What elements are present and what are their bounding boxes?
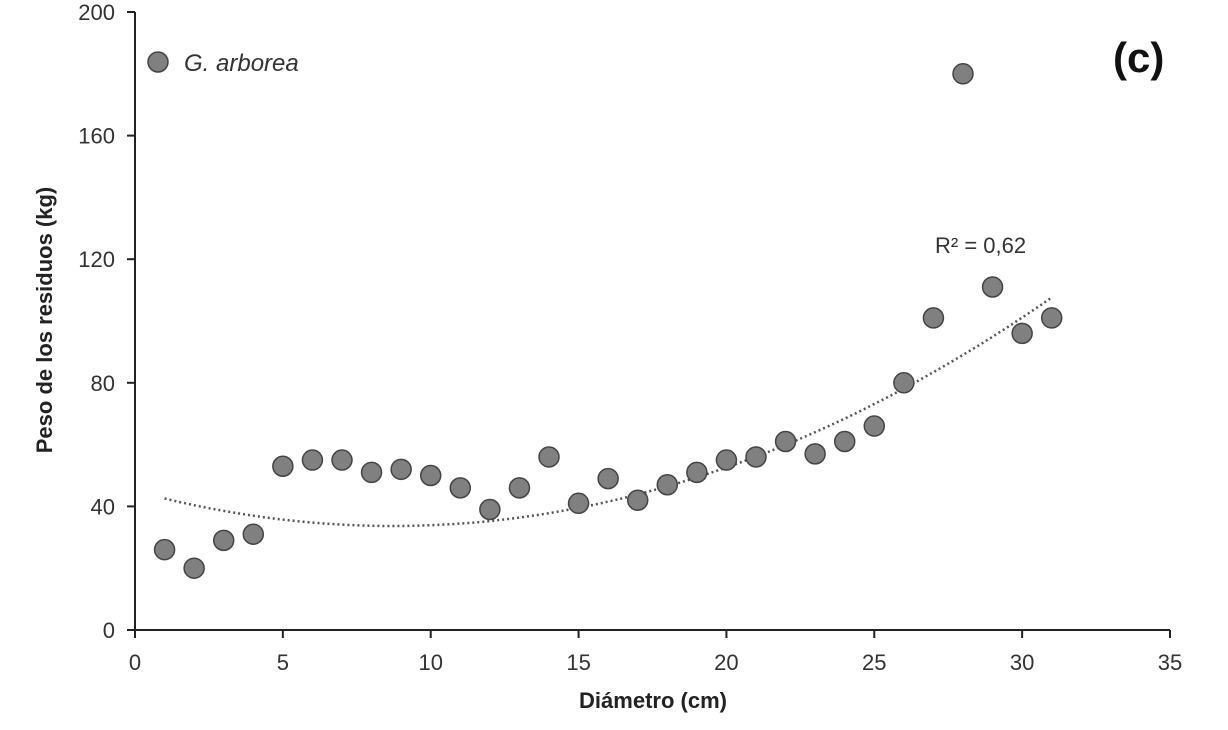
panel-label: (c) — [1113, 34, 1164, 81]
trendline — [164, 296, 1053, 528]
data-point — [833, 430, 856, 453]
data-point — [419, 464, 442, 487]
y-ticks: 0 40 80 120 160 200 — [78, 0, 135, 643]
x-tick-label: 30 — [1010, 650, 1034, 675]
data-point — [952, 63, 974, 85]
x-tick-label: 35 — [1158, 650, 1182, 675]
data-point — [597, 467, 619, 490]
data-point — [715, 449, 738, 471]
data-point — [981, 276, 1004, 298]
y-tick-label: 160 — [78, 124, 115, 149]
data-point — [804, 443, 826, 465]
data-point — [449, 477, 472, 499]
x-tick-label: 10 — [418, 650, 442, 675]
data-point — [360, 461, 383, 484]
x-tick-label: 0 — [129, 650, 141, 675]
data-point — [331, 449, 353, 471]
x-axis-title: Diámetro (cm) — [579, 688, 727, 713]
data-point — [922, 307, 945, 329]
data-point — [479, 498, 501, 521]
x-tick-label: 20 — [714, 650, 738, 675]
r-squared-label: R² = 0,62 — [935, 233, 1026, 258]
data-points — [153, 63, 1063, 579]
data-point — [656, 474, 679, 496]
data-point — [1011, 322, 1033, 345]
x-tick-label: 15 — [566, 650, 590, 675]
y-axis-title: Peso de los residuos (kg) — [32, 187, 57, 454]
data-point — [686, 461, 708, 484]
legend: G. arborea — [147, 50, 299, 77]
x-tick-label: 25 — [862, 650, 886, 675]
data-point — [301, 449, 324, 471]
legend-label: G. arborea — [184, 50, 299, 77]
data-point — [153, 538, 176, 561]
data-point — [893, 372, 915, 394]
data-point — [1040, 307, 1063, 329]
data-point — [390, 458, 412, 481]
data-point — [626, 489, 649, 511]
data-point — [212, 529, 235, 552]
data-point — [745, 446, 767, 468]
y-tick-label: 200 — [78, 0, 115, 25]
data-point — [272, 455, 294, 477]
data-point — [508, 477, 531, 499]
y-tick-label: 0 — [103, 618, 115, 643]
axes: 0 5 10 15 20 25 30 35 0 40 80 120 160 200 — [78, 0, 1182, 675]
y-tick-label: 80 — [91, 371, 115, 396]
x-ticks: 0 5 10 15 20 25 30 35 — [129, 630, 1182, 675]
data-point — [863, 415, 886, 437]
x-tick-label: 5 — [277, 650, 289, 675]
data-point — [567, 492, 590, 515]
y-tick-label: 40 — [91, 494, 115, 519]
data-point — [538, 446, 560, 468]
data-point — [242, 523, 265, 545]
y-tick-label: 120 — [78, 247, 115, 272]
data-point — [774, 430, 797, 453]
legend-marker — [147, 51, 169, 73]
data-point — [183, 557, 205, 579]
